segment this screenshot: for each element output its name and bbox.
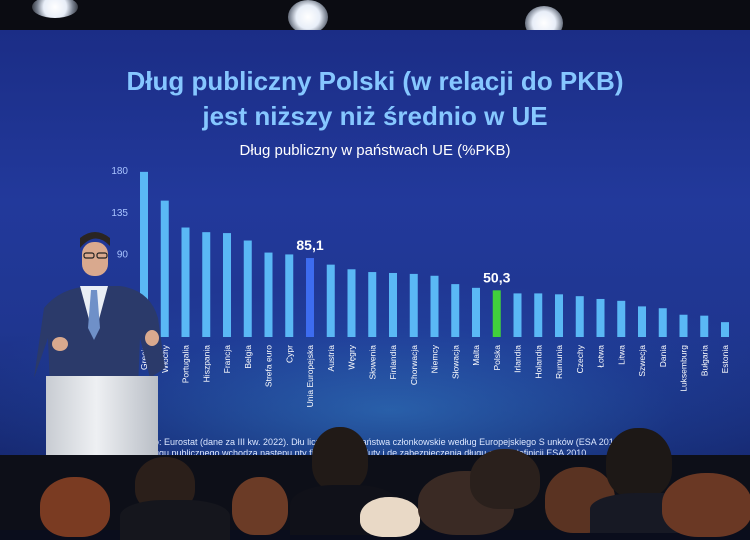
bar-czechy: [575, 296, 584, 337]
bar-bułgaria: [700, 315, 709, 337]
bar-rumunia: [555, 294, 563, 337]
x-tick-label: Malta: [471, 345, 481, 366]
bar-holandia: [534, 293, 543, 337]
x-tick-label: Austria: [326, 345, 336, 372]
y-tick-label: 180: [111, 166, 128, 177]
bar-polska: [492, 290, 501, 337]
x-tick-label: Unia Europejska: [305, 345, 315, 408]
audience-head: [360, 497, 420, 537]
audience-head: [470, 449, 540, 509]
stage-light-left: [32, 0, 78, 18]
x-tick-label: Rumunia: [554, 345, 564, 379]
x-tick-label: Włochy: [160, 344, 170, 373]
x-tick-label: Bułgaria: [699, 345, 709, 376]
audience-head: [232, 477, 288, 535]
footnote-line2: ługu publicznego wchodzą następu nty fin…: [152, 448, 589, 458]
audience-head: [606, 428, 672, 498]
bar-dania: [658, 308, 667, 337]
x-tick-label: Niemcy: [430, 344, 440, 373]
x-tick-label: Irlandia: [513, 345, 523, 373]
x-tick-label: Luksemburg: [679, 345, 689, 392]
audience-head: [312, 427, 368, 491]
x-tick-label: Estonia: [720, 345, 730, 374]
bar-belgia: [243, 240, 252, 337]
y-tick-label: 90: [117, 250, 129, 261]
x-tick-label: Hiszpania: [201, 345, 211, 383]
audience: [0, 427, 750, 540]
stage-light-center: [288, 0, 328, 34]
speaker: [34, 232, 165, 388]
x-tick-label: Litwa: [616, 345, 626, 365]
bar-cypr: [285, 254, 294, 337]
x-tick-label: Szwecja: [637, 345, 647, 377]
bar-węgry: [347, 269, 356, 337]
bar-słowacja: [451, 284, 460, 337]
x-tick-label: Łotwa: [596, 345, 606, 368]
x-tick-label: Finlandia: [388, 345, 398, 380]
bar-łotwa: [596, 298, 605, 337]
x-tick-label: Słowacja: [450, 345, 460, 379]
bar-włochy: [160, 200, 169, 337]
bar-estonia: [721, 322, 729, 337]
data-label: 50,3: [483, 269, 510, 285]
bar-austria: [326, 264, 335, 337]
bar-malta: [472, 287, 480, 337]
bar-słowenia: [368, 272, 377, 337]
bar-unia-europejska: [306, 258, 314, 337]
x-tick-label: Czechy: [575, 344, 585, 373]
x-tick-label: Holandia: [533, 345, 543, 379]
bar-strefa-euro: [264, 252, 273, 337]
x-tick-label: Dania: [658, 345, 668, 367]
x-tick-label: Strefa euro: [264, 345, 274, 387]
debt-bar-chart: 1801359045 GrecjaWłochyPortugaliaHiszpan…: [111, 166, 730, 408]
bar-litwa: [617, 300, 626, 337]
audience-head: [40, 477, 110, 537]
x-tick-label: Belgia: [243, 345, 253, 369]
bar-chorwacja: [409, 273, 418, 337]
bar-francja: [223, 233, 231, 337]
bar-niemcy: [430, 275, 439, 337]
slide-title-line1: Dług publiczny Polski (w relacji do PKB): [126, 66, 624, 96]
x-tick-label: Cypr: [284, 345, 294, 363]
x-tick-label: Słowenia: [367, 345, 377, 380]
y-tick-label: 135: [111, 208, 128, 219]
bar-hiszpania: [202, 232, 211, 337]
bar-szwecja: [638, 306, 646, 337]
audience-head: [662, 473, 750, 537]
bar-irlandia: [513, 293, 522, 337]
slide-title-line2: jest niższy niż średnio w UE: [202, 101, 548, 131]
bar-grecja: [140, 171, 148, 337]
x-tick-label: Chorwacja: [409, 345, 419, 385]
x-tick-label: Węgry: [347, 344, 357, 369]
x-tick-label: Francja: [222, 345, 232, 374]
bar-finlandia: [389, 272, 397, 337]
data-label: 85,1: [296, 237, 323, 253]
footnote-line1: ło: Eurostat (dane za III kw. 2022). Dłu…: [152, 437, 625, 447]
x-tick-label: Polska: [492, 345, 502, 371]
audience-shoulders: [120, 500, 230, 540]
x-tick-label: Portugalia: [181, 345, 191, 384]
chart-subtitle: Dług publiczny w państwach UE (%PKB): [239, 142, 511, 159]
bar-portugalia: [181, 227, 190, 337]
bar-luksemburg: [679, 314, 688, 337]
x-tick-label: Grecja: [139, 345, 149, 370]
